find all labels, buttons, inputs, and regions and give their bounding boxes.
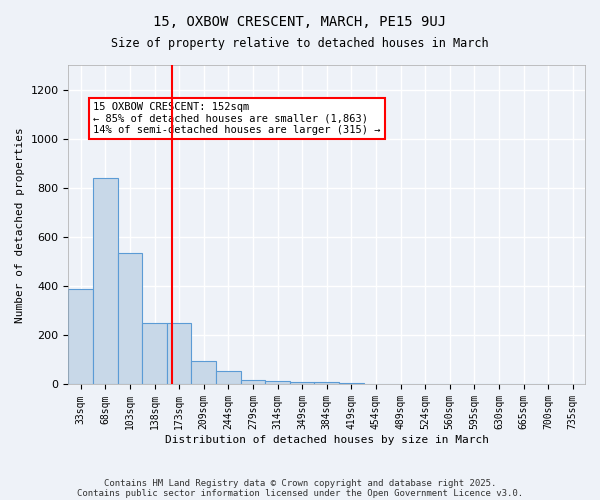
Bar: [265, 381, 290, 384]
Bar: [118, 253, 142, 384]
Bar: [339, 383, 364, 384]
Bar: [191, 361, 216, 384]
Bar: [142, 323, 167, 384]
Bar: [314, 382, 339, 384]
Bar: [216, 371, 241, 384]
Bar: [167, 323, 191, 384]
Bar: [68, 288, 93, 384]
Text: Size of property relative to detached houses in March: Size of property relative to detached ho…: [111, 38, 489, 51]
Text: Contains public sector information licensed under the Open Government Licence v3: Contains public sector information licen…: [77, 488, 523, 498]
Bar: [93, 178, 118, 384]
X-axis label: Distribution of detached houses by size in March: Distribution of detached houses by size …: [165, 435, 489, 445]
Text: 15 OXBOW CRESCENT: 152sqm
← 85% of detached houses are smaller (1,863)
14% of se: 15 OXBOW CRESCENT: 152sqm ← 85% of detac…: [93, 102, 380, 135]
Bar: [241, 380, 265, 384]
Text: Contains HM Land Registry data © Crown copyright and database right 2025.: Contains HM Land Registry data © Crown c…: [104, 478, 496, 488]
Y-axis label: Number of detached properties: Number of detached properties: [15, 127, 25, 322]
Bar: [290, 382, 314, 384]
Text: 15, OXBOW CRESCENT, MARCH, PE15 9UJ: 15, OXBOW CRESCENT, MARCH, PE15 9UJ: [154, 15, 446, 29]
